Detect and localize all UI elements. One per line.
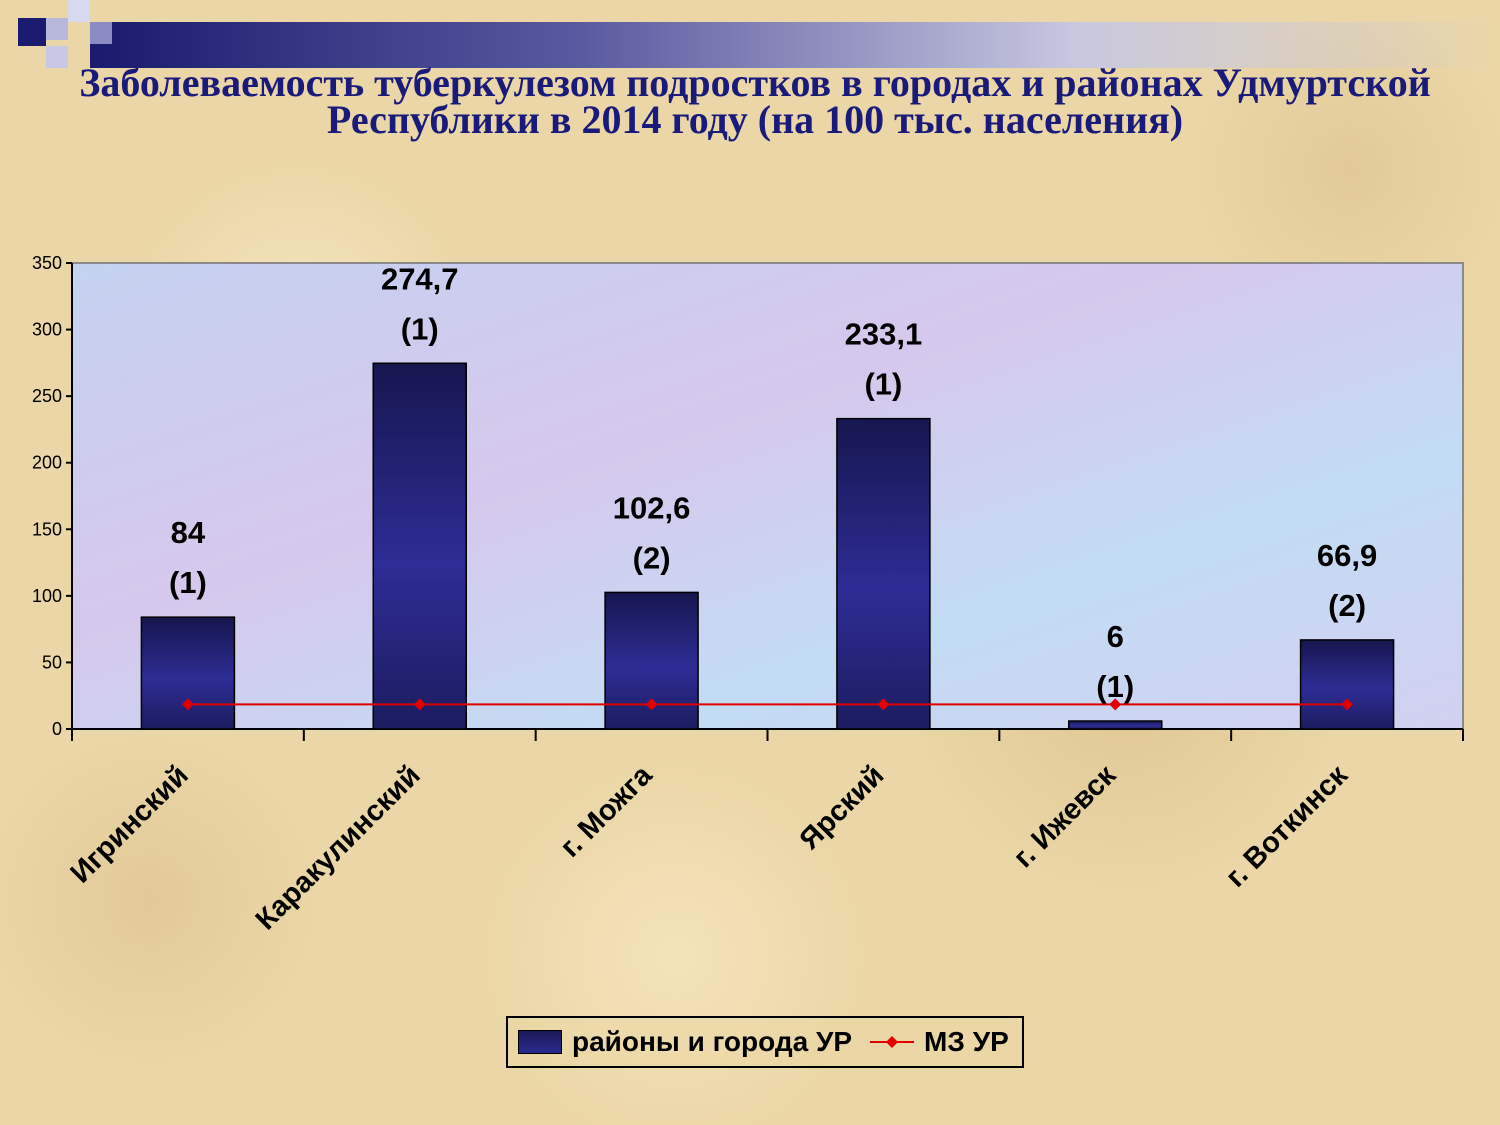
bar <box>372 362 467 730</box>
bar-series <box>140 362 1395 730</box>
legend-label-line: МЗ УР <box>924 1026 1009 1057</box>
plot-area <box>71 262 1464 730</box>
bar <box>836 417 931 730</box>
category-label: г. Воткинск <box>1220 759 1355 894</box>
category-labels: Игринский Каракулинский г. Можга Ярский г. И… <box>65 759 1355 937</box>
decor-square-lilac <box>90 22 112 44</box>
data-labels: 84 (1) 274,7 (1) 102,6 (2) 233,1 (1) 6 (1) 66,9 (2) <box>169 261 1377 704</box>
line-point <box>1109 698 1122 711</box>
category-label: Каракулинский <box>250 759 427 936</box>
data-label-count: (1) <box>1096 669 1134 704</box>
legend-label-bars: районы и города УР <box>572 1026 853 1057</box>
data-label-count: (1) <box>401 311 439 346</box>
y-axis: 0 50 100 150 200 250 300 350 <box>32 253 73 739</box>
category-label: г. Ижевск <box>1008 759 1123 874</box>
data-label-value: 102,6 <box>613 490 691 525</box>
data-label-count: (2) <box>1328 588 1366 623</box>
bar-chart: 0 50 100 150 200 250 300 350 84 (1) 274,7 (1) 102,6… <box>32 253 1464 937</box>
legend-swatch-bars <box>518 1030 562 1054</box>
bar <box>1299 639 1395 730</box>
decor-square-lilac <box>68 0 90 22</box>
data-label-value: 274,7 <box>381 261 459 296</box>
decor-square-lilac <box>46 18 68 40</box>
chart-legend: районы и города УР МЗ УР <box>506 1016 1024 1068</box>
data-label-count: (2) <box>633 540 671 575</box>
y-tick-label: 50 <box>42 652 62 672</box>
line-point <box>413 698 426 711</box>
y-tick-label: 200 <box>32 453 62 473</box>
y-tick-label: 0 <box>52 719 62 739</box>
line-point <box>1341 698 1354 711</box>
line-point <box>645 698 658 711</box>
data-label-value: 233,1 <box>845 317 923 352</box>
legend-swatch-line <box>870 1036 915 1048</box>
category-label: г. Можга <box>554 759 659 864</box>
line-point <box>181 698 194 711</box>
category-label: Ярский <box>794 759 891 856</box>
y-tick-label: 250 <box>32 386 62 406</box>
data-label-value: 66,9 <box>1317 538 1377 573</box>
bar <box>1068 720 1163 730</box>
y-tick-label: 100 <box>32 586 62 606</box>
slide-title: Заболеваемость туберкулезом подростков в… <box>79 60 1431 142</box>
y-tick-label: 350 <box>32 253 62 273</box>
x-axis <box>71 728 1464 741</box>
header-gradient-bar <box>90 22 1500 68</box>
data-label-count: (1) <box>864 367 902 402</box>
data-label-value: 84 <box>171 515 206 550</box>
data-label-count: (1) <box>169 565 207 600</box>
decor-square-lilac <box>46 46 68 68</box>
bar <box>140 616 236 730</box>
category-label: Игринский <box>65 759 195 889</box>
line-point <box>877 698 890 711</box>
decor-square-navy <box>18 18 46 46</box>
line-series <box>181 698 1354 711</box>
y-tick-label: 300 <box>32 320 62 340</box>
y-tick-label: 150 <box>32 519 62 539</box>
data-label-value: 6 <box>1107 619 1124 654</box>
